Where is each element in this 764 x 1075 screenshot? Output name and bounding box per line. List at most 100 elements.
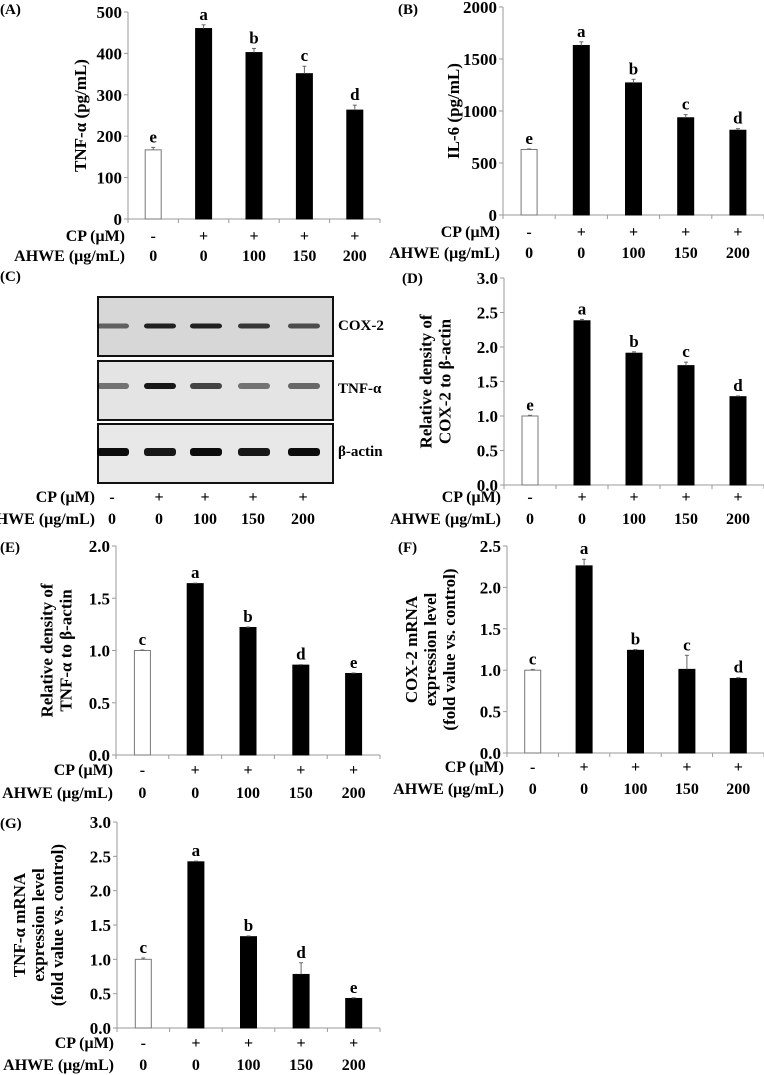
blot-cp-value: + [154, 489, 163, 506]
y-tick-label: 0 [114, 210, 123, 229]
ahwe-value: 150 [675, 781, 699, 798]
cp-value: + [631, 759, 640, 776]
bar [572, 44, 590, 216]
y-tick-label: 3.0 [90, 813, 111, 832]
y-axis-label: TNF-α to β-actin [56, 589, 75, 712]
y-tick-label: 2.0 [90, 882, 111, 901]
ahwe-value: 200 [342, 1057, 366, 1074]
panel-label: (D) [402, 271, 423, 287]
significance-letter: a [578, 299, 587, 318]
blot-cp-value: + [200, 489, 209, 506]
y-tick-label: 500 [472, 154, 498, 173]
blot-ahwe-value: 100 [193, 511, 217, 528]
y-tick-label: 1.0 [477, 407, 498, 426]
ahwe-value: 0 [525, 245, 533, 262]
bar [187, 861, 205, 1029]
ahwe-value: 0 [526, 511, 534, 528]
blot-label-tnfa: TNF-α [338, 381, 382, 397]
ahwe-value: 200 [726, 245, 750, 262]
blot-band-cox-2 [238, 323, 270, 329]
y-axis-label: Relative density of [416, 314, 435, 448]
ahwe-value: 0 [149, 248, 157, 265]
ahwe-row-label: AHWE (μg/mL) [393, 781, 504, 798]
significance-letter: b [249, 28, 258, 47]
blot-cp-value: + [298, 489, 307, 506]
y-tick-label: 1.5 [480, 620, 501, 639]
ahwe-value: 150 [674, 245, 698, 262]
bar [240, 936, 257, 1029]
ahwe-value: 0 [577, 245, 585, 262]
blot-band-cox-2 [144, 323, 176, 329]
bar [345, 672, 363, 756]
y-tick-label: 0.5 [480, 703, 501, 722]
ahwe-value: 150 [289, 1057, 313, 1074]
ahwe-value: 0 [580, 781, 588, 798]
significance-letter: b [244, 916, 253, 935]
panel-label: (F) [398, 540, 417, 556]
cp-value: + [297, 1035, 306, 1052]
bar [625, 352, 643, 486]
blot-band--actin [144, 448, 176, 456]
y-axis-label: Relative density of [37, 583, 56, 717]
bar [729, 129, 747, 216]
significance-letter: d [350, 85, 360, 104]
bar [520, 148, 538, 216]
panel-label: (A) [0, 2, 21, 18]
cp-value: + [296, 762, 305, 779]
cp-value: + [682, 759, 691, 776]
ahwe-value: 100 [237, 1057, 261, 1074]
y-axis-label: expression level [29, 868, 48, 982]
ahwe-value: 0 [139, 1057, 147, 1074]
panel-label: (B) [398, 2, 418, 18]
blot-cp-row-label: CP (μM) [36, 489, 95, 506]
blot-label-cox2: COX-2 [338, 318, 384, 334]
blot-band-tnf- [190, 383, 222, 389]
ahwe-value: 100 [236, 785, 260, 802]
y-axis-label: TNF-α (pg/mL) [71, 59, 90, 172]
bar [729, 677, 747, 754]
y-tick-label: 400 [97, 44, 123, 63]
blot-ahwe-value: 150 [241, 511, 265, 528]
cp-value: + [199, 228, 208, 245]
ahwe-value: 200 [342, 785, 366, 802]
y-tick-label: 1000 [463, 102, 497, 121]
blot-ahwe-row-label: AHWE (μg/mL) [0, 511, 95, 528]
ahwe-value: 0 [529, 781, 537, 798]
cp-value: + [244, 1035, 253, 1052]
significance-letter: c [682, 95, 690, 114]
y-axis-label: COX-2 to β-actin [435, 318, 454, 444]
significance-letter: b [629, 59, 638, 78]
significance-letter: a [199, 5, 208, 24]
y-tick-label: 2.5 [90, 847, 111, 866]
chart-f: (F) 0.0 0.5 1.0 1.5 2.0 2.5 COX-2 mRNA expressio… [393, 537, 764, 798]
blot-band-tnf- [238, 383, 270, 389]
bar [195, 28, 213, 220]
significance-letter: a [580, 539, 589, 558]
y-axis-label: COX-2 mRNA [402, 595, 421, 703]
y-tick-label: 2.0 [89, 537, 110, 556]
bar [677, 117, 695, 216]
cp-row-label: CP (μM) [445, 759, 504, 776]
blot-band-tnf- [144, 383, 176, 389]
chart-e: (E) 0.0 0.5 1.0 1.5 2.0 Relative density of TNF… [0, 537, 381, 802]
ahwe-value: 100 [242, 248, 266, 265]
significance-letter: c [529, 649, 537, 668]
panel-label: (E) [0, 540, 20, 556]
blot-label-beta-actin: β-actin [338, 444, 383, 460]
cp-row-label: CP (μM) [441, 224, 500, 241]
y-tick-label: 1.0 [90, 950, 111, 969]
blot-band-cox-2 [190, 323, 222, 329]
panel-label-c: (C) [0, 269, 21, 285]
chart-a: (A) 0 100 200 300 400 500 TNF-α (pg/mL) e - 0 a +0 b +… [0, 2, 381, 265]
bar [573, 320, 591, 486]
y-tick-label: 1500 [463, 50, 497, 69]
bar [239, 627, 257, 756]
cp-value: + [243, 762, 252, 779]
cp-value: - [527, 489, 532, 506]
y-axis-label: TNF-α mRNA [10, 872, 29, 977]
significance-letter: c [139, 630, 147, 649]
blot-tnfa [97, 360, 334, 421]
y-tick-label: 0.0 [480, 744, 501, 763]
y-tick-label: 2.0 [480, 578, 501, 597]
